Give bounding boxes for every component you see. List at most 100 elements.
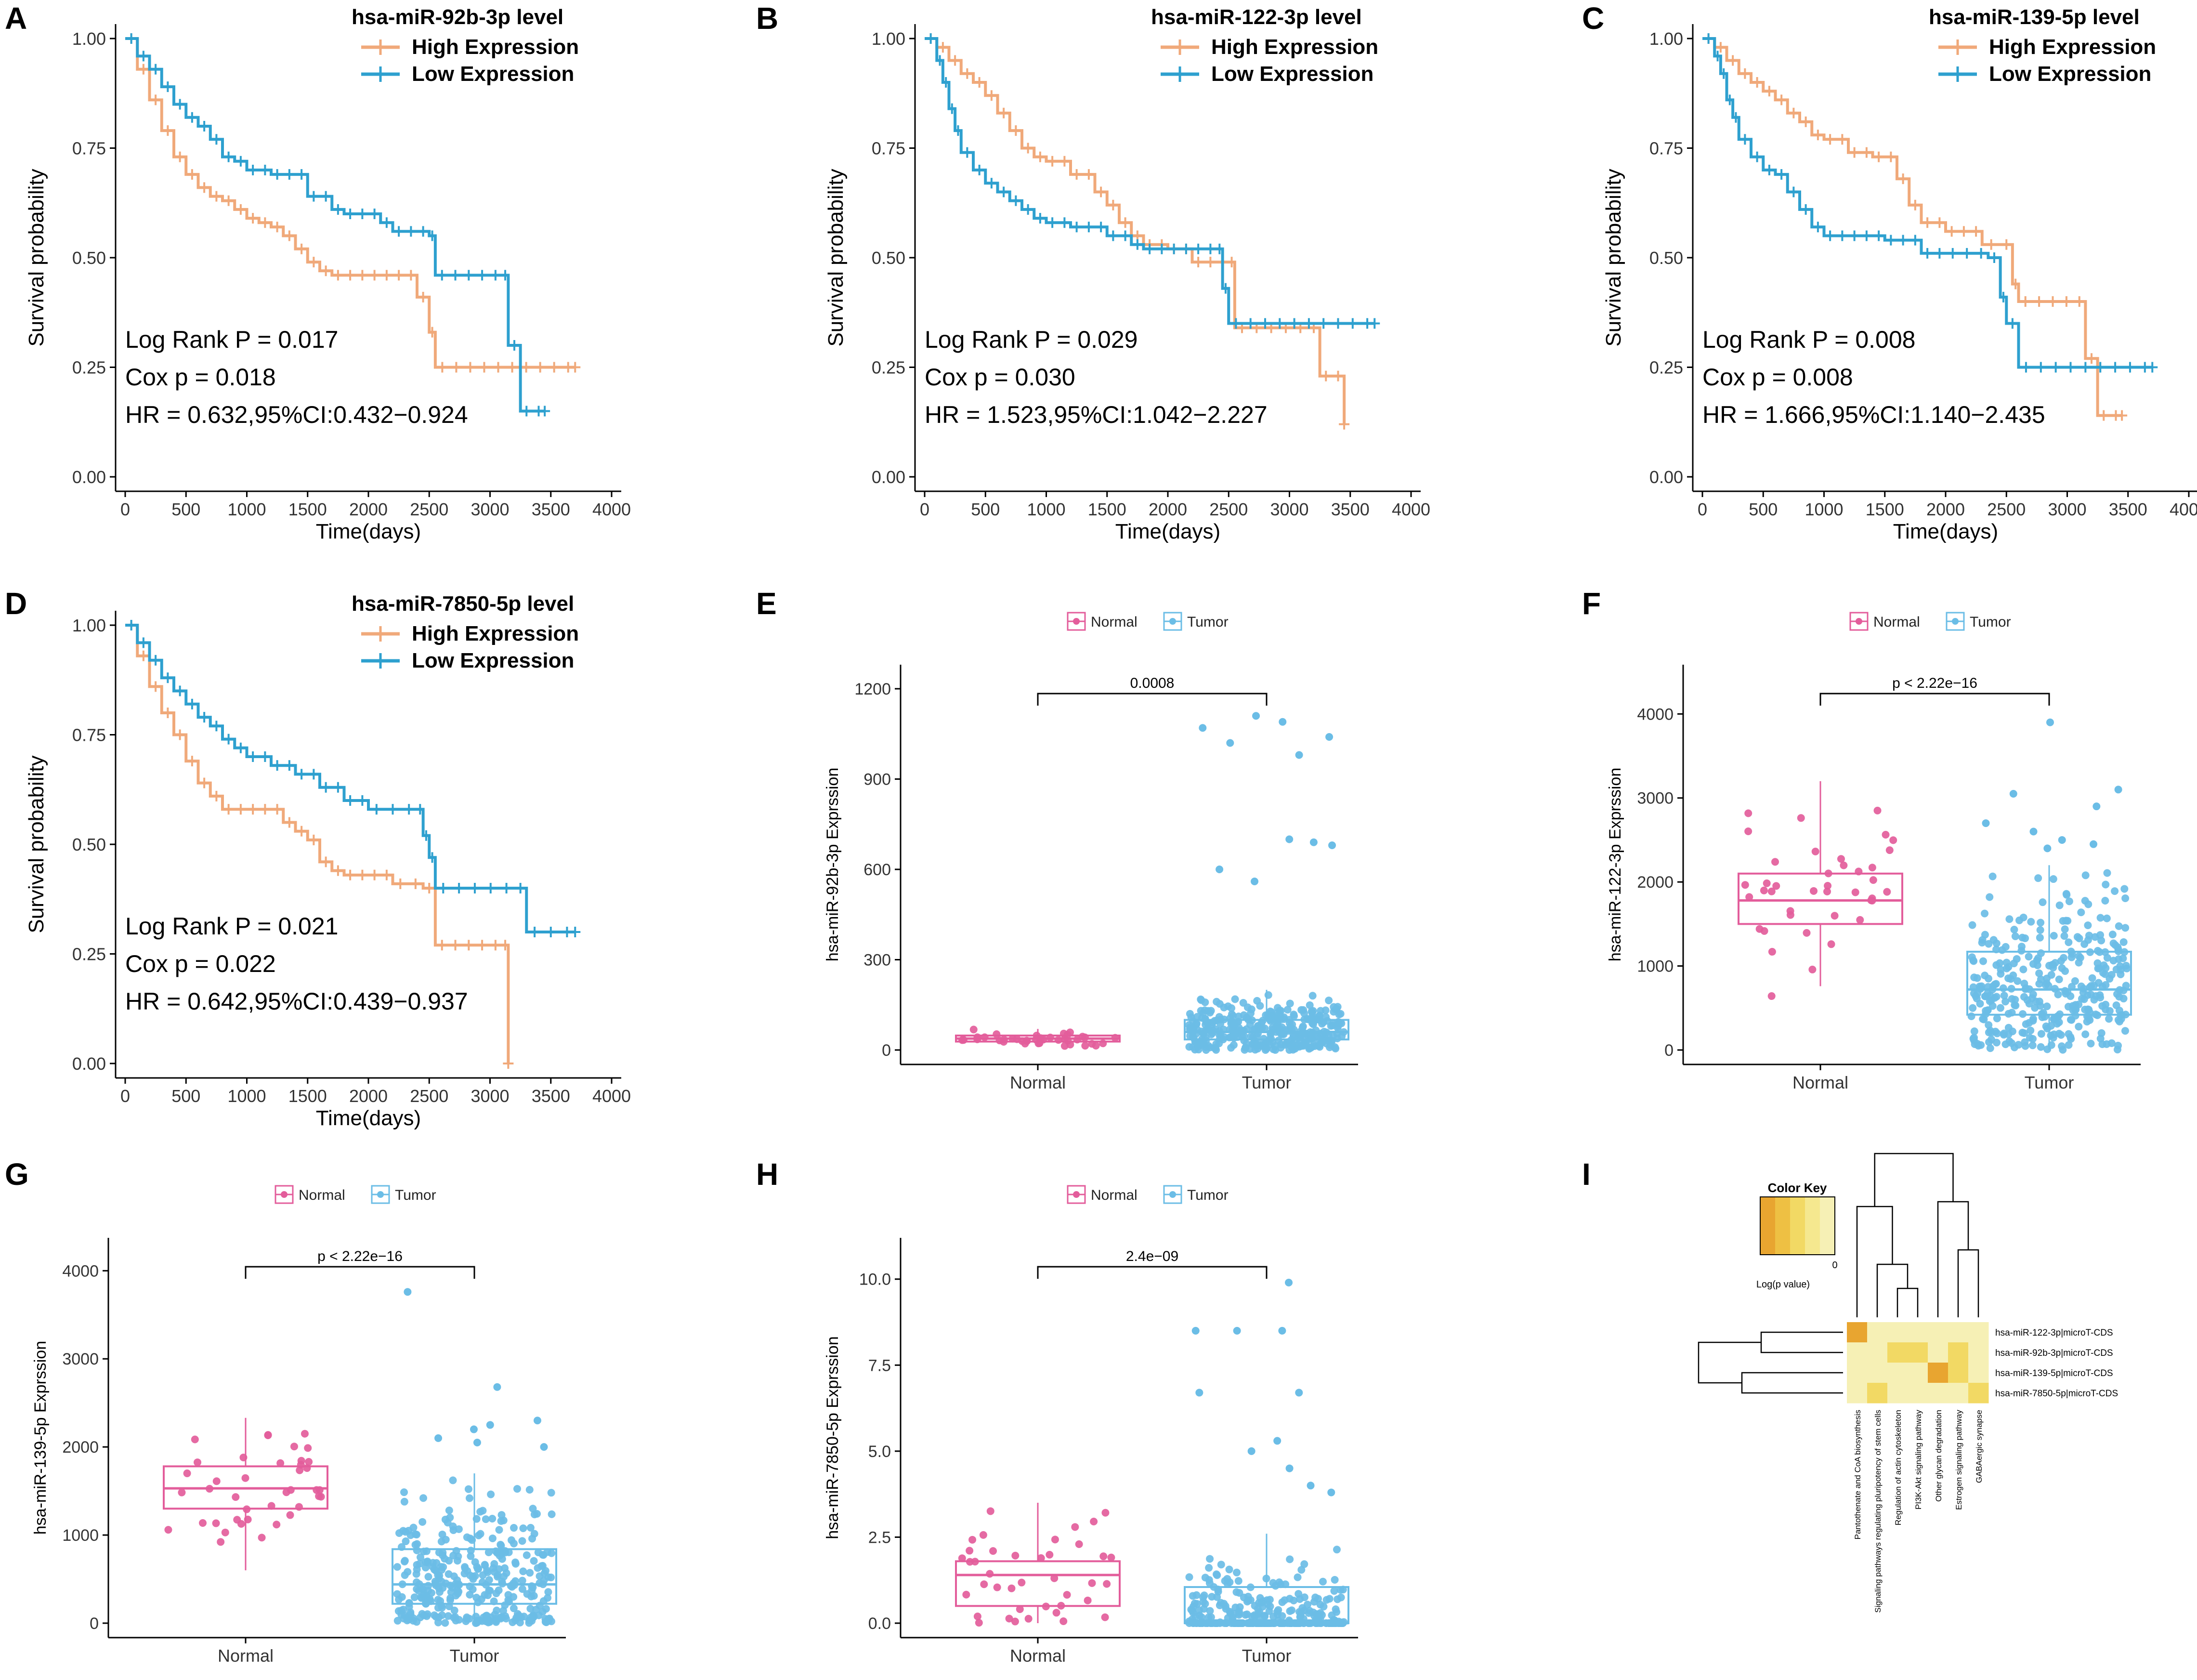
data-point [1314, 1619, 1322, 1627]
data-point [1325, 997, 1333, 1005]
data-point [2037, 919, 2045, 927]
y-tick-label: 0.25 [872, 358, 905, 378]
data-point [539, 1551, 548, 1559]
data-point [233, 1516, 241, 1524]
x-tick-label: 2500 [410, 499, 448, 519]
data-point [1037, 1554, 1045, 1562]
x-tick-label: 3000 [471, 1086, 509, 1106]
data-point [1983, 989, 1991, 998]
box-normal [955, 1560, 1121, 1607]
data-point [511, 1558, 520, 1566]
data-point [241, 1474, 249, 1482]
data-point [1260, 1035, 1268, 1043]
heatmap-cell [1928, 1322, 1949, 1343]
data-point [1992, 980, 2000, 988]
data-point [1985, 1021, 1993, 1029]
data-point [486, 1587, 494, 1595]
data-point [1228, 1004, 1236, 1012]
data-point [418, 1585, 427, 1593]
data-point [2121, 894, 2130, 902]
data-point [1741, 881, 1749, 889]
data-point [411, 1541, 419, 1549]
data-point [1286, 1619, 1294, 1627]
x-tick-label: 3500 [532, 499, 570, 519]
p-value-label: p < 2.22e−16 [1892, 675, 1977, 691]
data-point [2065, 1041, 2073, 1049]
data-point [1976, 984, 1985, 992]
data-point [1286, 999, 1294, 1008]
y-tick-label: 10.0 [859, 1271, 891, 1289]
data-point [1265, 1014, 1273, 1022]
data-point [1226, 1025, 1234, 1034]
outlier-point [1273, 1437, 1282, 1445]
data-point [2063, 891, 2071, 899]
data-point [2071, 977, 2079, 985]
x-tick-label: 2000 [349, 1086, 388, 1106]
data-point [1186, 1010, 1194, 1018]
data-point [2093, 959, 2102, 967]
p-value-label: p < 2.22e−16 [317, 1248, 403, 1264]
data-point [1217, 1599, 1225, 1607]
outlier-point [1285, 1278, 1293, 1286]
data-point [484, 1568, 492, 1576]
data-point [1855, 867, 1863, 876]
data-point [2005, 1037, 2014, 1045]
data-point [2120, 948, 2129, 956]
y-tick-label: 0.50 [72, 248, 106, 268]
data-point [1300, 1593, 1308, 1601]
row-dendrogram-branch [1741, 1372, 1843, 1394]
data-point [463, 1613, 471, 1621]
data-point [1101, 1509, 1110, 1517]
data-point [434, 1618, 443, 1627]
heatmap-panel-I: Color Key 0 Log(p value) hsa-miR-122-3p|mic… [1698, 1153, 2118, 1613]
data-point [409, 1617, 418, 1625]
data-point [1986, 893, 1994, 901]
data-point [1107, 1553, 1115, 1562]
data-point [1259, 1016, 1267, 1024]
outlier-point [1982, 819, 1990, 827]
data-point [1320, 1602, 1328, 1611]
outlier-point [1278, 1326, 1286, 1335]
data-point [2121, 924, 2130, 932]
data-point [479, 1507, 487, 1515]
data-point [1969, 983, 1977, 991]
data-point [1059, 1617, 1068, 1626]
data-point [2085, 1006, 2093, 1014]
data-point [1767, 887, 1776, 895]
data-point [2055, 975, 2063, 984]
data-point [244, 1515, 252, 1523]
data-point [418, 1518, 427, 1526]
heatmap-row-label: hsa-miR-139-5p|microT-CDS [1995, 1368, 2113, 1378]
data-point [989, 1547, 997, 1555]
y-axis-title: Survival probability [25, 169, 48, 346]
data-point [1851, 888, 1859, 896]
y-tick-label: 0.50 [72, 835, 106, 854]
data-point [1970, 1027, 1978, 1036]
data-point [1768, 948, 1776, 956]
y-tick-label: 2000 [1637, 873, 1674, 892]
data-point [1300, 1560, 1308, 1568]
data-point [981, 1033, 989, 1041]
data-point [1288, 1606, 1296, 1614]
y-tick-label: 4000 [62, 1262, 99, 1280]
data-point [507, 1536, 515, 1544]
p-value-label: 0.0008 [1130, 675, 1175, 691]
data-point [2075, 952, 2083, 960]
data-point [2068, 983, 2076, 991]
x-tick-label: 0 [920, 499, 929, 519]
data-point [1231, 995, 1239, 1003]
data-point [194, 1458, 202, 1467]
data-point [519, 1567, 527, 1575]
data-point [1293, 1619, 1301, 1627]
data-point [1993, 1014, 2001, 1023]
x-tick-label: 2500 [1209, 499, 1248, 519]
data-point [453, 1557, 461, 1565]
data-point [305, 1457, 313, 1466]
legend-swatch-dot [1073, 618, 1080, 625]
data-point [2027, 918, 2035, 926]
censor-marks [929, 33, 1380, 329]
color-key-swatch [1760, 1197, 1776, 1255]
color-key-swatch [1790, 1197, 1805, 1255]
x-tick-label: 3000 [2048, 499, 2086, 519]
y-tick-label: 0 [882, 1041, 891, 1060]
